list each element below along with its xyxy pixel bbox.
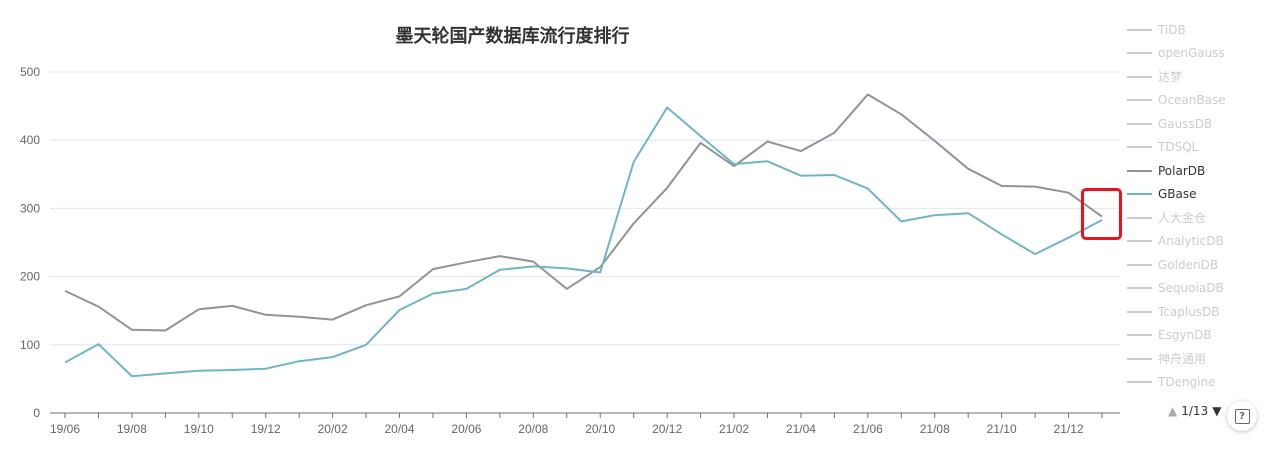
legend-label: OceanBase: [1158, 93, 1226, 108]
page-down-icon[interactable]: ▼: [1212, 404, 1222, 418]
legend-line-icon: [1127, 99, 1152, 102]
help-button[interactable]: ?: [1227, 401, 1257, 431]
legend-line-icon: [1127, 287, 1152, 290]
x-tick-label: 20/08: [518, 422, 548, 436]
legend-item[interactable]: TcaplusDB: [1127, 300, 1277, 324]
legend-label: 人大金仓: [1158, 211, 1207, 226]
x-tick-label: 21/12: [1054, 422, 1084, 436]
x-tick-label: 21/04: [786, 422, 816, 436]
legend-label: 神舟通用: [1158, 352, 1207, 367]
y-tick-label: 100: [20, 338, 40, 352]
legend-line-icon: [1127, 122, 1152, 125]
x-tick-label: 21/06: [853, 422, 883, 436]
x-tick-label: 20/12: [652, 422, 682, 436]
legend-label: TiDB: [1158, 22, 1186, 37]
legend-item[interactable]: TiDB: [1127, 18, 1277, 42]
legend-item[interactable]: EsgynDB: [1127, 324, 1277, 348]
legend-line-icon: [1127, 75, 1152, 78]
legend-line-icon: [1127, 52, 1152, 55]
x-tick-label: 20/02: [318, 422, 348, 436]
legend-label: EsgynDB: [1158, 328, 1212, 343]
legend-line-icon: [1127, 310, 1152, 313]
legend-item[interactable]: OceanBase: [1127, 89, 1277, 113]
x-tick-label: 21/02: [719, 422, 749, 436]
legend-label: SequoiaDB: [1158, 281, 1224, 296]
legend-item[interactable]: AnalyticDB: [1127, 230, 1277, 254]
page-up-icon[interactable]: ▲: [1168, 404, 1178, 418]
legend-pager: ▲ 1/13 ▼: [1168, 404, 1221, 418]
legend-line-icon: [1127, 381, 1152, 384]
legend-label: GaussDB: [1158, 116, 1213, 131]
legend-line-icon: [1127, 357, 1152, 360]
legend-label: 达梦: [1158, 70, 1183, 85]
legend-line-icon: [1127, 28, 1152, 31]
legend-item[interactable]: SequoiaDB: [1127, 277, 1277, 301]
legend-label: GBase: [1158, 187, 1197, 202]
y-tick-label: 0: [33, 406, 40, 420]
x-tick-label: 21/08: [920, 422, 950, 436]
legend-item[interactable]: GBase: [1127, 183, 1277, 207]
legend-item[interactable]: TDengine: [1127, 371, 1277, 395]
x-tick-label: 21/10: [987, 422, 1017, 436]
legend-item[interactable]: openGauss: [1127, 42, 1277, 66]
legend-line-icon: [1127, 216, 1152, 219]
legend-line-icon: [1127, 193, 1152, 196]
chart-legend: TiDB openGauss 达梦 OceanBase GaussDB TDSQL Pola…: [1127, 18, 1277, 394]
x-tick-label: 19/12: [251, 422, 281, 436]
x-tick-label: 20/10: [585, 422, 615, 436]
legend-label: TDSQL: [1158, 140, 1199, 155]
legend-item[interactable]: 达梦: [1127, 65, 1277, 89]
chart-title: 墨天轮国产数据库流行度排行: [395, 26, 630, 47]
highlight-box: [1081, 188, 1122, 240]
x-tick-label: 20/06: [451, 422, 481, 436]
legend-label: AnalyticDB: [1158, 234, 1224, 249]
legend-label: openGauss: [1158, 46, 1225, 61]
legend-line-icon: [1127, 240, 1152, 243]
x-tick-label: 19/10: [184, 422, 214, 436]
legend-label: PolarDB: [1158, 163, 1206, 178]
legend-item[interactable]: 神舟通用: [1127, 347, 1277, 371]
legend-item[interactable]: GaussDB: [1127, 112, 1277, 136]
legend-line-icon: [1127, 146, 1152, 149]
legend-label: TcaplusDB: [1158, 304, 1220, 319]
legend-line-icon: [1127, 169, 1152, 172]
legend-line-icon: [1127, 334, 1152, 337]
legend-label: GoldenDB: [1158, 257, 1219, 272]
x-tick-label: 19/08: [117, 422, 147, 436]
legend-label: TDengine: [1158, 375, 1216, 390]
help-icon: ?: [1234, 408, 1250, 424]
y-tick-label: 400: [20, 133, 40, 147]
legend-item[interactable]: TDSQL: [1127, 136, 1277, 160]
x-tick-label: 20/04: [385, 422, 415, 436]
x-tick-label: 19/06: [50, 422, 80, 436]
legend-item[interactable]: GoldenDB: [1127, 253, 1277, 277]
legend-item[interactable]: PolarDB: [1127, 159, 1277, 183]
series-line-polardb: [64, 93, 1103, 332]
y-tick-label: 200: [20, 270, 40, 284]
legend-line-icon: [1127, 263, 1152, 266]
legend-item[interactable]: 人大金仓: [1127, 206, 1277, 230]
y-tick-label: 300: [20, 201, 40, 215]
page-indicator: 1/13: [1181, 404, 1209, 418]
y-tick-label: 500: [20, 65, 40, 79]
series-line-gbase: [64, 106, 1103, 378]
